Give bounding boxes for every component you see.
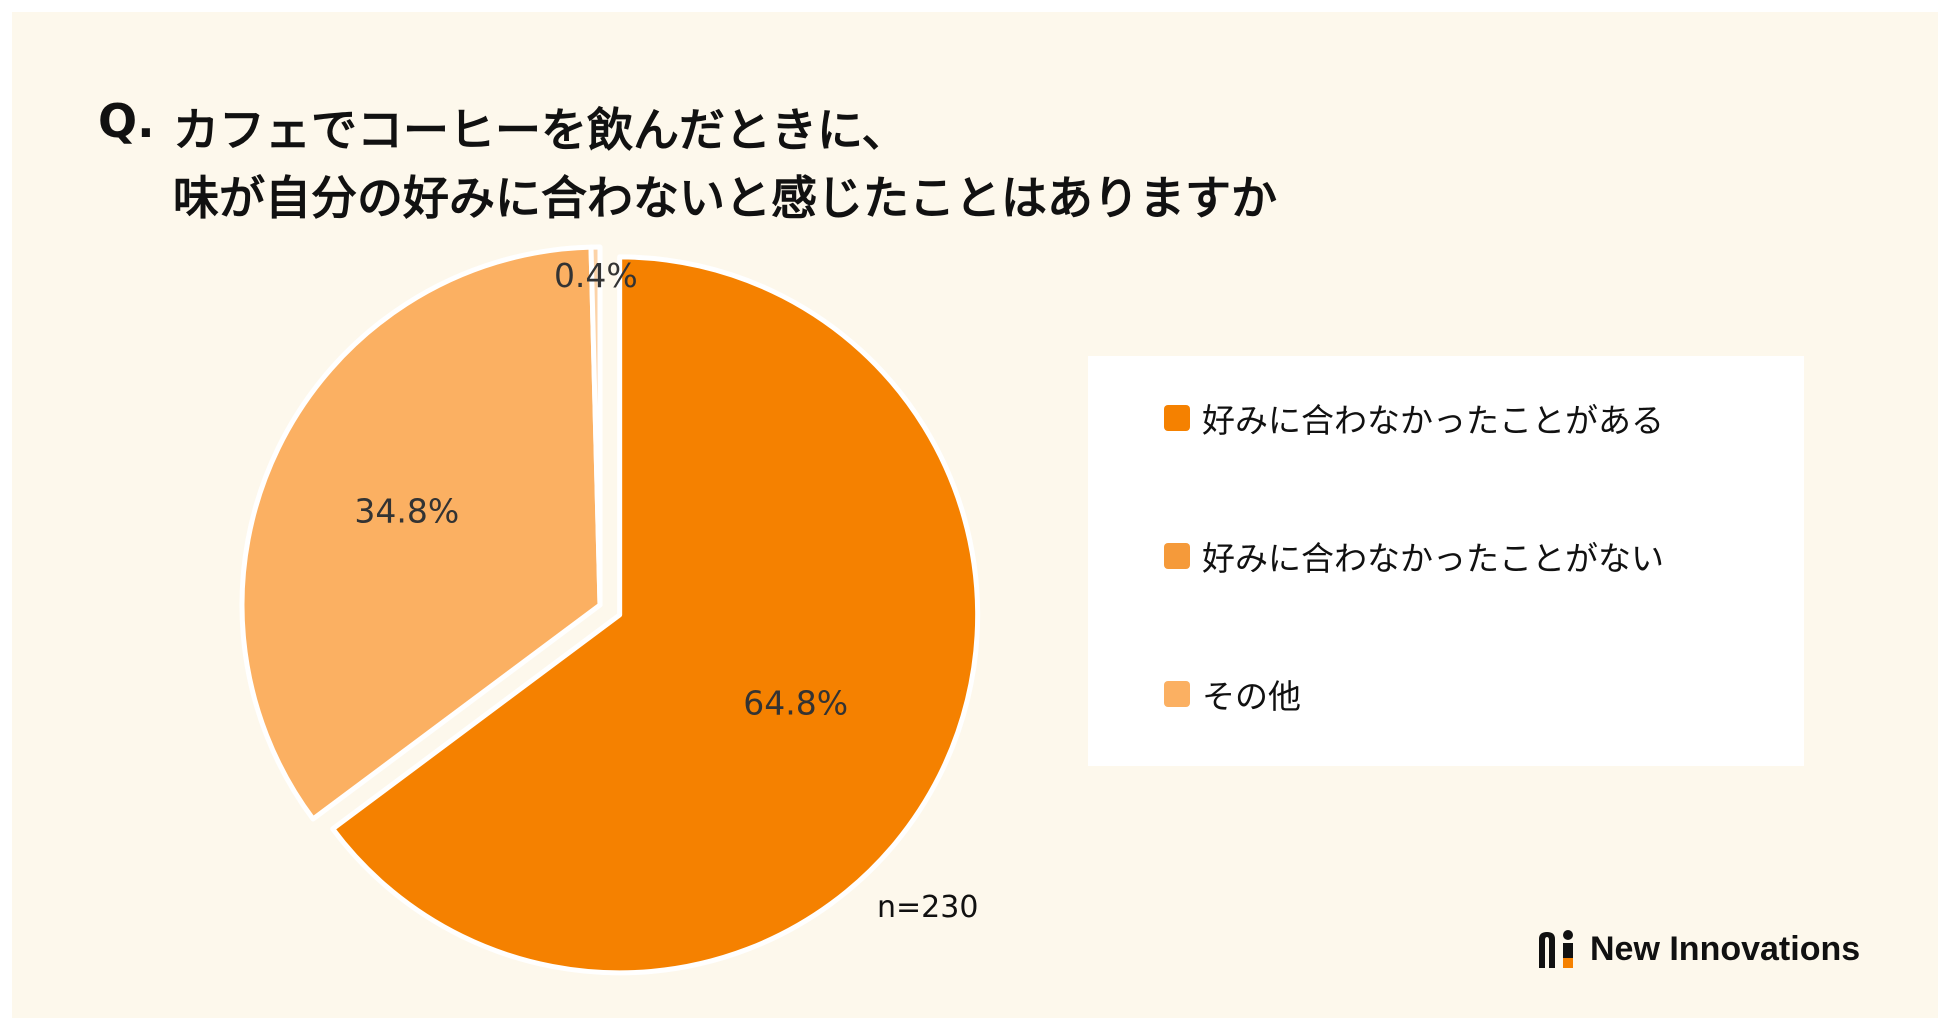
question-prefix: Q.	[98, 94, 155, 148]
pie-slice-3	[588, 244, 603, 608]
legend-label-2: 好みに合わなかったことがない	[1202, 539, 1664, 578]
brand-name: New Innovations	[1590, 929, 1861, 968]
pie-slice-1	[330, 254, 981, 976]
legend-swatch-1	[1164, 405, 1190, 431]
question-title-line-2: 味が自分の好みに合わないと感じたことはありますか	[173, 171, 1277, 225]
legend-item-3: その他	[1164, 674, 1301, 716]
slice-label-2: 34.8%	[354, 492, 459, 531]
slice-label-1: 64.8%	[743, 684, 848, 723]
legend-item-1: 好みに合わなかったことがある	[1164, 398, 1664, 440]
brand: New Innovations	[1536, 928, 1860, 970]
pie-slice-2	[239, 244, 603, 822]
legend-item-2: 好みに合わなかったことがない	[1164, 536, 1664, 578]
legend-swatch-3	[1164, 681, 1190, 707]
slice-label-3: 0.4%	[554, 256, 638, 295]
legend-swatch-2	[1164, 543, 1190, 569]
sample-size-label: n=230	[877, 890, 979, 925]
legend-label-3: その他	[1202, 677, 1301, 716]
question-title-line-1: カフェでコーヒーを飲んだときに、	[173, 103, 908, 157]
ni-logo-icon	[1539, 930, 1573, 968]
legend-label-1: 好みに合わなかったことがある	[1202, 401, 1664, 440]
chart-legend: 好みに合わなかったことがある 好みに合わなかったことがない その他	[1088, 356, 1804, 766]
